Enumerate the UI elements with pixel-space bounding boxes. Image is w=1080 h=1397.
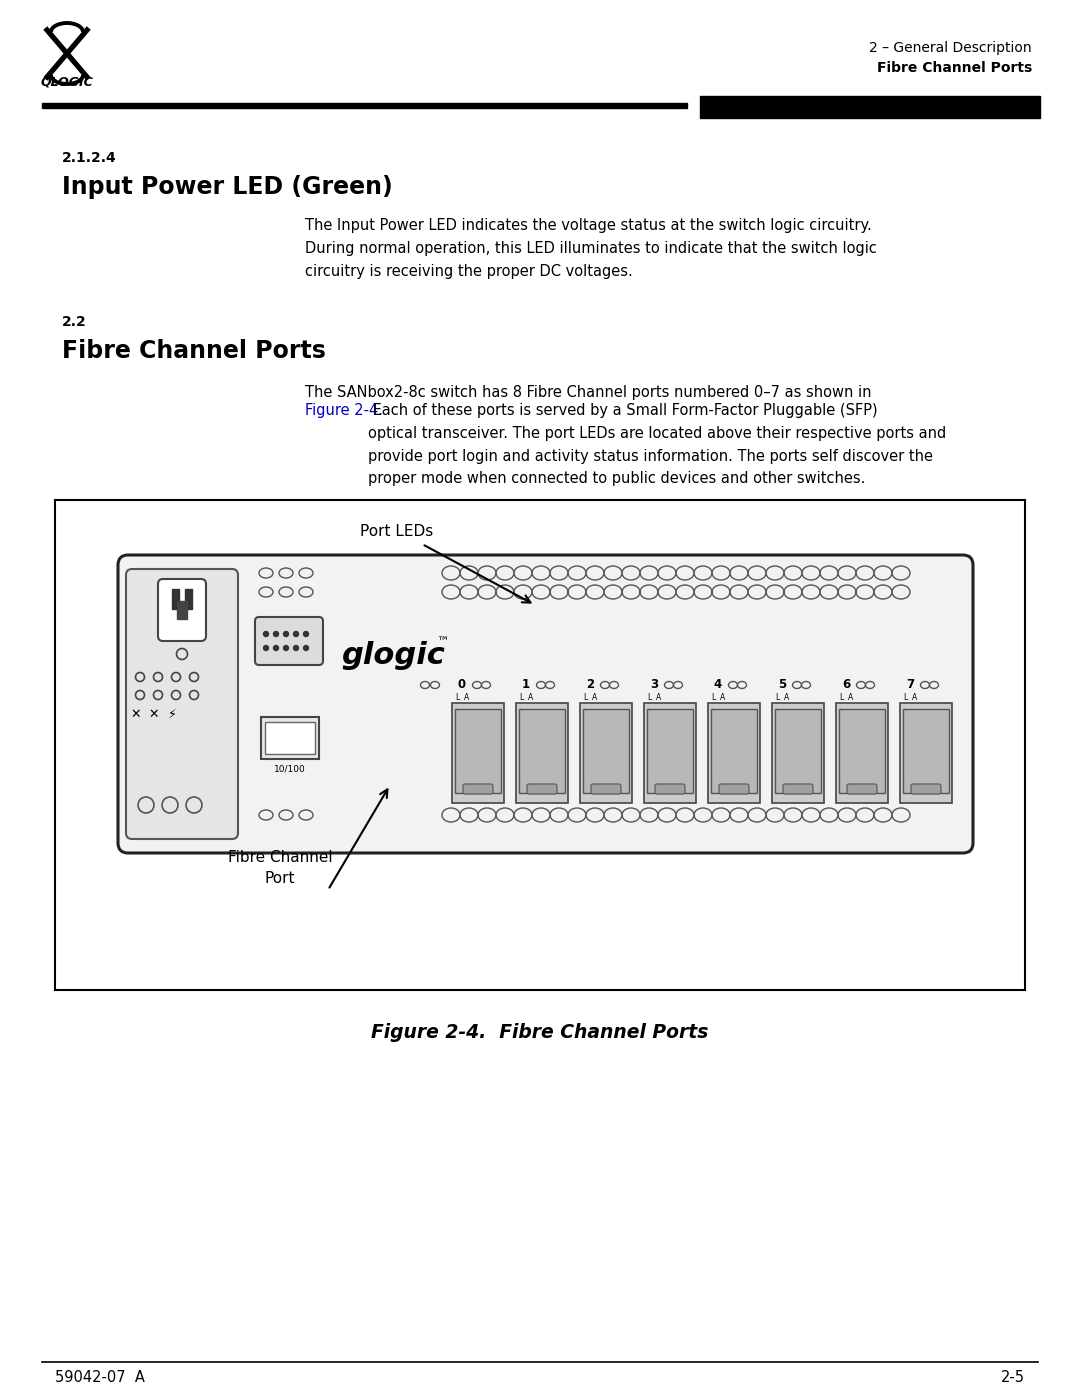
FancyBboxPatch shape: [126, 569, 238, 840]
Text: Fibre Channel Ports: Fibre Channel Ports: [62, 339, 326, 363]
Text: L: L: [839, 693, 843, 703]
Text: Input Power LED (Green): Input Power LED (Green): [62, 175, 393, 198]
Bar: [903, 710, 949, 793]
Bar: [900, 703, 951, 803]
Text: 10/100: 10/100: [274, 764, 306, 774]
Text: 59042-07  A: 59042-07 A: [55, 1370, 145, 1386]
Text: ✕: ✕: [149, 707, 159, 721]
Bar: [836, 703, 888, 803]
Bar: [708, 703, 760, 803]
Text: 7: 7: [906, 679, 914, 692]
Text: A: A: [592, 693, 597, 703]
Text: ✕: ✕: [131, 707, 141, 721]
Bar: [772, 703, 824, 803]
Circle shape: [264, 631, 269, 637]
FancyBboxPatch shape: [463, 784, 492, 793]
Text: A: A: [657, 693, 662, 703]
Bar: [455, 710, 501, 793]
Text: A: A: [464, 693, 470, 703]
FancyBboxPatch shape: [847, 784, 877, 793]
Text: 2.1.2.4: 2.1.2.4: [62, 151, 117, 165]
Bar: [55, 500, 1025, 990]
Bar: [516, 703, 568, 803]
Text: Each of these ports is served by a Small Form-Factor Pluggable (SFP)
optical tra: Each of these ports is served by a Small…: [368, 402, 946, 486]
FancyBboxPatch shape: [118, 555, 973, 854]
Bar: [775, 710, 821, 793]
Text: 0: 0: [458, 679, 467, 692]
Text: L: L: [518, 693, 523, 703]
Text: 2.2: 2.2: [62, 314, 86, 330]
Bar: [185, 590, 192, 609]
FancyBboxPatch shape: [654, 784, 685, 793]
Text: L: L: [647, 693, 651, 703]
FancyBboxPatch shape: [255, 617, 323, 665]
Bar: [42, 103, 687, 108]
Circle shape: [283, 645, 288, 651]
FancyBboxPatch shape: [912, 784, 941, 793]
Text: 4: 4: [714, 679, 723, 692]
Text: 2: 2: [586, 679, 594, 692]
Circle shape: [303, 631, 309, 637]
Bar: [647, 710, 693, 793]
Text: A: A: [720, 693, 726, 703]
Bar: [839, 710, 885, 793]
Bar: [265, 722, 315, 754]
Bar: [177, 601, 187, 619]
Bar: [261, 717, 319, 759]
FancyBboxPatch shape: [527, 784, 557, 793]
Text: 2-5: 2-5: [1001, 1370, 1025, 1386]
Text: L: L: [774, 693, 779, 703]
Text: A: A: [849, 693, 853, 703]
Bar: [644, 703, 696, 803]
Text: L: L: [711, 693, 715, 703]
Text: Port LEDs: Port LEDs: [361, 524, 434, 539]
Bar: [711, 710, 757, 793]
Bar: [519, 710, 565, 793]
FancyBboxPatch shape: [719, 784, 750, 793]
Circle shape: [283, 631, 288, 637]
Bar: [583, 710, 629, 793]
Text: Fibre Channel Ports: Fibre Channel Ports: [877, 61, 1032, 75]
Text: The Input Power LED indicates the voltage status at the switch logic circuitry.
: The Input Power LED indicates the voltag…: [305, 218, 877, 278]
Text: Figure 2-4.: Figure 2-4.: [305, 402, 383, 418]
FancyBboxPatch shape: [158, 578, 206, 641]
Bar: [172, 590, 179, 609]
FancyBboxPatch shape: [783, 784, 813, 793]
Text: QLOGIC: QLOGIC: [41, 75, 93, 88]
Circle shape: [273, 645, 279, 651]
Text: 5: 5: [778, 679, 786, 692]
Circle shape: [264, 645, 269, 651]
Circle shape: [303, 645, 309, 651]
Text: L: L: [583, 693, 588, 703]
Bar: [580, 703, 632, 803]
Text: L: L: [903, 693, 907, 703]
FancyBboxPatch shape: [591, 784, 621, 793]
Text: A: A: [784, 693, 789, 703]
Bar: [453, 703, 504, 803]
Circle shape: [294, 631, 298, 637]
Text: A: A: [528, 693, 534, 703]
Text: glogic: glogic: [341, 640, 445, 669]
Text: Figure 2-4.  Fibre Channel Ports: Figure 2-4. Fibre Channel Ports: [372, 1023, 708, 1042]
Text: L: L: [455, 693, 459, 703]
Text: The SANbox2-8c switch has 8 Fibre Channel ports numbered 0–7 as shown in: The SANbox2-8c switch has 8 Fibre Channe…: [305, 386, 872, 400]
Text: 2 – General Description: 2 – General Description: [869, 41, 1032, 54]
Text: 1: 1: [522, 679, 530, 692]
Text: Fibre Channel
Port: Fibre Channel Port: [228, 849, 333, 886]
Text: ™: ™: [436, 636, 448, 648]
Text: ⚡: ⚡: [167, 707, 176, 721]
Text: 6: 6: [842, 679, 850, 692]
Text: 3: 3: [650, 679, 658, 692]
Bar: [700, 96, 1040, 117]
Text: A: A: [913, 693, 918, 703]
Circle shape: [294, 645, 298, 651]
Circle shape: [273, 631, 279, 637]
